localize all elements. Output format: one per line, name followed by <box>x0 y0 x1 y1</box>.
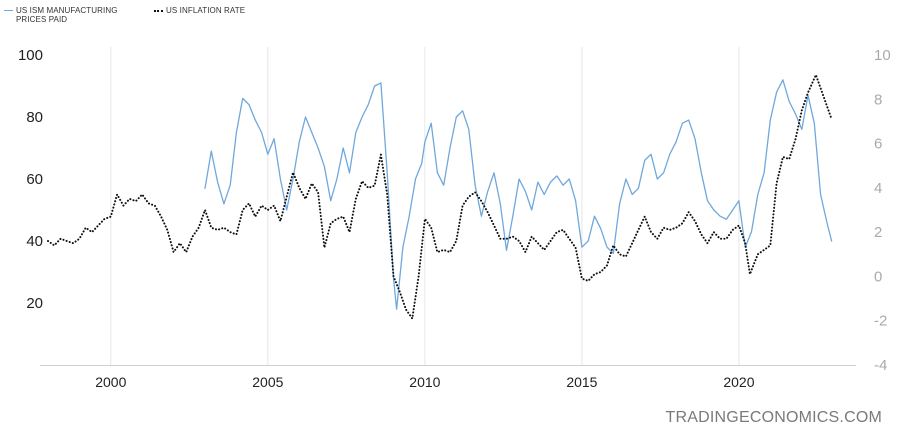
y-right-tick-label: 4 <box>874 180 882 197</box>
x-tick-label: 2005 <box>252 374 283 390</box>
gridlines <box>110 47 740 365</box>
y-right-tick-label: 8 <box>874 91 882 108</box>
y-left-tick-label: 80 <box>26 109 43 126</box>
y-axis-right: -4 -2 0 2 4 6 8 10 <box>874 47 891 374</box>
x-tick-label: 2020 <box>723 374 754 390</box>
x-tick-label: 2010 <box>409 374 440 390</box>
y-left-tick-label: 20 <box>26 295 43 312</box>
x-axis: 2000 2005 2010 2015 2020 <box>95 374 754 390</box>
legend-item-ism-prices-paid[interactable]: US ISM MANUFACTURING PRICES PAID <box>4 6 142 24</box>
y-left-tick-label: 100 <box>18 47 43 64</box>
legend: US ISM MANUFACTURING PRICES PAID US INFL… <box>4 6 245 24</box>
y-left-tick-label: 60 <box>26 171 43 188</box>
legend-swatch-solid <box>4 10 13 11</box>
y-left-tick-label: 40 <box>26 233 43 250</box>
y-right-tick-label: 10 <box>874 47 891 64</box>
legend-label: US ISM MANUFACTURING PRICES PAID <box>16 6 118 24</box>
series-line-inflation-rate <box>47 73 833 320</box>
y-right-tick-label: -2 <box>874 313 887 330</box>
x-tick-label: 2000 <box>95 374 126 390</box>
y-right-tick-label: 0 <box>874 268 882 285</box>
legend-label: US INFLATION RATE <box>166 6 246 15</box>
legend-item-inflation-rate[interactable]: US INFLATION RATE <box>154 6 245 24</box>
y-axis-left: 20 40 60 80 100 <box>18 47 43 312</box>
x-tick-label: 2015 <box>566 374 597 390</box>
legend-swatch-dotted <box>154 10 163 12</box>
y-right-tick-label: -4 <box>874 357 887 374</box>
y-right-tick-label: 6 <box>874 136 882 153</box>
watermark: TRADINGECONOMICS.COM <box>665 409 882 426</box>
y-right-tick-label: 2 <box>874 224 882 241</box>
series-lines <box>47 73 833 320</box>
series-line-ism-prices-paid <box>204 79 833 310</box>
